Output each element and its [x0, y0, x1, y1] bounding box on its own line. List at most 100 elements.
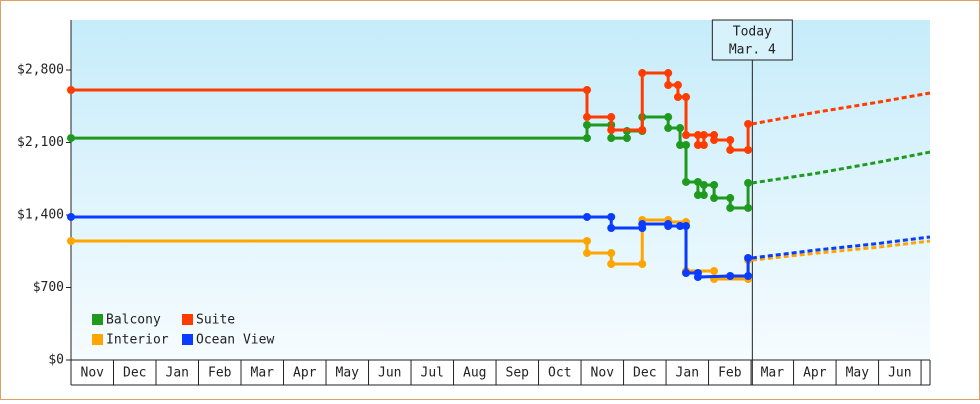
x-tick-label: Jan [166, 366, 189, 381]
point [582, 237, 591, 246]
forecast-line [751, 91, 931, 126]
point [664, 221, 673, 230]
point [582, 212, 591, 221]
point [664, 69, 673, 78]
x-tick-label: Nov [81, 366, 105, 381]
forecast-line [751, 239, 931, 262]
legend-label: Suite [196, 313, 235, 328]
point [638, 220, 647, 229]
point [607, 212, 616, 221]
x-tick-label: Sep [506, 366, 530, 381]
x-tick-label: Feb [718, 366, 742, 381]
point [693, 141, 702, 150]
point [726, 145, 735, 154]
point [582, 134, 591, 143]
point [67, 134, 75, 143]
chart-layer: $0 $700 $1,400 $2,100 $2,800 Nov Dec Jan Feb Mar A… [17, 19, 931, 386]
y-tick-label: $700 [33, 280, 64, 295]
point [582, 249, 591, 258]
x-tick-label: Apr [293, 366, 317, 381]
point [693, 273, 702, 282]
point [607, 224, 616, 233]
legend-swatch [182, 314, 193, 325]
x-tick-label: Apr [803, 366, 827, 381]
point [693, 191, 702, 200]
point [676, 221, 685, 230]
point [726, 194, 735, 203]
point [664, 124, 673, 133]
point [699, 131, 708, 140]
point [638, 125, 647, 134]
point [699, 191, 708, 200]
point [607, 249, 616, 258]
point [676, 141, 685, 150]
point [682, 93, 691, 102]
series-line [71, 215, 750, 279]
point [607, 113, 616, 122]
point [744, 119, 753, 128]
point [726, 203, 735, 212]
point [67, 86, 75, 95]
today-label: Today [733, 25, 772, 40]
x-tick-label: Dec [123, 366, 146, 381]
x-tick-label: Jun [378, 366, 401, 381]
legend-swatch [92, 334, 103, 345]
point [693, 131, 702, 140]
point [744, 253, 753, 262]
point [682, 269, 691, 278]
point [638, 69, 647, 78]
plot-area [71, 20, 930, 360]
today-box [711, 19, 793, 61]
point [710, 267, 719, 276]
legend-label: Ocean View [196, 333, 274, 348]
point [682, 131, 691, 140]
legend-swatch [92, 314, 103, 325]
x-tick-label: May [336, 366, 360, 381]
forecast-line [751, 235, 931, 260]
x-tick-label: May [846, 366, 870, 381]
point [67, 237, 75, 246]
point [726, 272, 735, 281]
point [710, 136, 719, 145]
point [582, 113, 591, 122]
x-tick-label: Oct [548, 366, 571, 381]
legend-label: Interior [106, 333, 169, 348]
legend-label: Balcony [106, 313, 161, 328]
point [622, 134, 631, 143]
point [664, 113, 673, 122]
point [744, 179, 753, 188]
point [744, 203, 753, 212]
x-tick-label: Nov [591, 366, 615, 381]
point [699, 180, 708, 189]
point [682, 221, 691, 230]
forecast-line [751, 150, 931, 185]
point [673, 81, 682, 90]
x-tick-label: Jan [676, 366, 699, 381]
point [726, 136, 735, 145]
point [693, 177, 702, 186]
point [744, 272, 753, 281]
point [638, 259, 647, 268]
point [607, 125, 616, 134]
x-tick-label: Dec [633, 366, 656, 381]
x-tick-label: Mar [251, 366, 275, 381]
point [582, 86, 591, 95]
y-tick-label: $2,100 [17, 135, 64, 150]
point [682, 141, 691, 150]
point [699, 141, 708, 150]
y-tick-label: $2,800 [17, 63, 64, 78]
x-tick-label: Feb [208, 366, 232, 381]
point [664, 81, 673, 90]
legend-swatch [182, 334, 193, 345]
y-tick-label: $1,400 [17, 208, 64, 223]
point [710, 194, 719, 203]
point [710, 180, 719, 189]
x-tick-label: Jun [888, 366, 911, 381]
point [607, 134, 616, 143]
point [682, 177, 691, 186]
point [673, 93, 682, 102]
point [676, 124, 685, 133]
today-label: Mar. 4 [729, 43, 776, 58]
point [582, 121, 591, 130]
